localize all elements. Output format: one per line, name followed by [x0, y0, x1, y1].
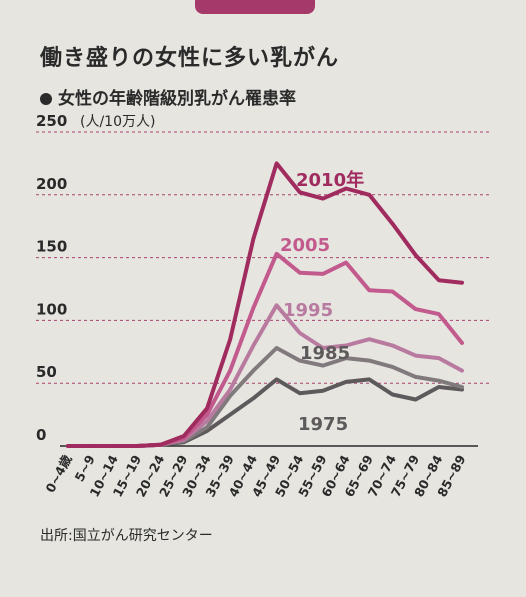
data-point — [368, 193, 371, 196]
data-point — [460, 281, 464, 284]
data-point — [321, 272, 325, 276]
data-point — [437, 279, 441, 282]
series-line-1975 — [66, 377, 464, 448]
x-tick-label: 0~4歳 — [42, 452, 74, 495]
data-point — [391, 365, 394, 369]
chart-subtitle-text: 女性の年齢階級別乳がん罹患率 — [58, 89, 296, 109]
series-label: 1985 — [300, 343, 350, 364]
data-point — [205, 429, 209, 433]
y-tick-label: 200 — [36, 175, 67, 193]
source-note: 出所:国立がん研究センター — [40, 528, 213, 544]
data-point — [437, 312, 441, 316]
data-point — [391, 393, 394, 396]
data-point — [460, 385, 464, 389]
data-point — [391, 290, 394, 293]
data-point — [229, 388, 232, 391]
data-point — [229, 338, 232, 341]
data-point — [159, 443, 162, 446]
data-point — [344, 344, 348, 347]
data-point — [298, 359, 301, 362]
data-point — [89, 444, 93, 448]
data-point — [437, 385, 441, 389]
data-point — [229, 369, 232, 372]
data-point — [321, 346, 325, 350]
series-label: 1995 — [283, 300, 333, 321]
data-point — [414, 375, 417, 379]
data-point — [252, 369, 255, 372]
data-point — [321, 197, 325, 200]
data-point — [252, 306, 255, 310]
data-point — [344, 380, 348, 384]
data-point — [136, 444, 139, 448]
data-point — [414, 354, 417, 357]
data-point — [321, 364, 325, 367]
y-tick-label: 250 — [36, 112, 67, 130]
data-point — [229, 394, 232, 397]
data-point — [344, 187, 348, 190]
data-point — [368, 338, 371, 341]
data-point — [414, 253, 417, 257]
data-point — [321, 389, 325, 392]
data-point — [368, 289, 371, 292]
data-point — [66, 444, 70, 448]
data-point — [205, 407, 209, 410]
data-point — [344, 261, 348, 264]
series-line-2010年 — [66, 161, 464, 448]
data-point — [205, 425, 209, 429]
data-point — [205, 413, 209, 416]
data-point — [298, 271, 301, 274]
data-point — [275, 304, 278, 307]
series-line-1995 — [66, 303, 464, 448]
data-point — [275, 378, 278, 381]
y-tick-label: 100 — [36, 300, 67, 318]
data-point — [252, 237, 255, 240]
data-point — [460, 341, 464, 345]
data-point — [113, 444, 116, 448]
series-label: 2005 — [280, 235, 330, 256]
data-point — [275, 252, 278, 256]
y-tick-label: 150 — [36, 238, 67, 256]
data-point — [298, 331, 301, 335]
y-axis-unit: (人/10万人) — [80, 114, 155, 130]
data-point — [414, 398, 417, 401]
data-point — [437, 356, 441, 360]
series-label: 2010年 — [296, 169, 364, 191]
data-point — [252, 344, 255, 347]
data-point — [391, 344, 394, 347]
chart-title: 働き盛りの女性に多い乳がん — [40, 46, 340, 71]
data-point — [275, 346, 278, 350]
data-point — [344, 356, 348, 360]
data-point — [414, 307, 417, 311]
data-point — [460, 369, 464, 372]
data-point — [437, 379, 441, 382]
bullet-icon — [40, 93, 52, 105]
data-point — [252, 397, 255, 400]
y-tick-label: 50 — [36, 363, 57, 381]
data-point — [298, 191, 301, 194]
data-point — [368, 378, 371, 381]
chart-subtitle: 女性の年齢階級別乳がん罹患率 — [40, 84, 296, 109]
y-tick-label: 0 — [36, 426, 46, 444]
header-banner — [195, 0, 315, 14]
series-label: 1975 — [298, 414, 348, 435]
data-point — [368, 359, 371, 362]
data-point — [298, 392, 301, 395]
data-point — [205, 419, 209, 423]
data-point — [275, 162, 278, 165]
data-point — [229, 413, 232, 416]
data-point — [182, 434, 186, 438]
data-point — [391, 222, 394, 225]
